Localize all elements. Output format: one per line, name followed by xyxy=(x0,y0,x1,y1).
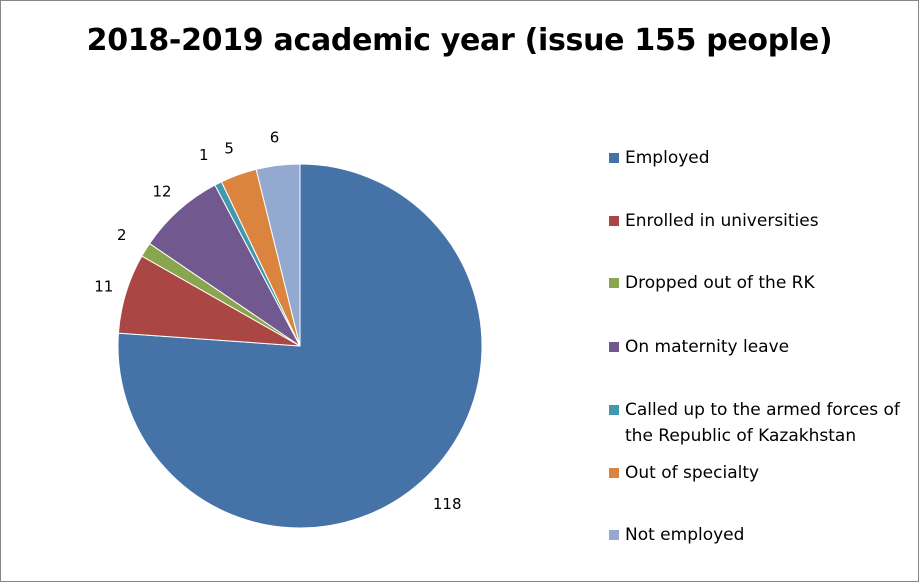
legend: Employed Enrolled in universities Dropped … xyxy=(609,1,909,581)
data-label-1: 118 xyxy=(433,495,462,513)
legend-swatch-1 xyxy=(609,153,619,163)
legend-label-7: Not employed xyxy=(625,525,745,545)
legend-swatch-4 xyxy=(609,342,619,352)
pie-data-labels: 118 11 2 12 1 5 6 xyxy=(94,129,461,513)
legend-item-5: Called up to the armed forces of the Rep… xyxy=(609,397,910,449)
legend-item-7: Not employed xyxy=(609,522,910,548)
data-label-4: 12 xyxy=(152,183,171,201)
data-label-3: 2 xyxy=(117,226,127,244)
legend-swatch-7 xyxy=(609,530,619,540)
legend-item-6: Out of specialty xyxy=(609,460,910,486)
legend-label-2: Enrolled in universities xyxy=(625,211,819,231)
legend-label-4: On maternity leave xyxy=(625,337,790,357)
data-label-5: 1 xyxy=(199,146,209,164)
legend-label-6: Out of specialty xyxy=(625,463,760,483)
data-label-6: 5 xyxy=(224,139,234,157)
legend-item-4: On maternity leave xyxy=(609,334,910,360)
data-label-7: 6 xyxy=(270,129,280,147)
legend-label-1: Employed xyxy=(625,148,710,168)
legend-item-1: Employed xyxy=(609,145,910,171)
legend-swatch-6 xyxy=(609,468,619,478)
pie-slice-1 xyxy=(117,163,483,529)
legend-swatch-2 xyxy=(609,216,619,226)
pie-slices xyxy=(117,163,483,529)
legend-label-3: Dropped out of the RK xyxy=(625,273,815,293)
legend-item-2: Enrolled in universities xyxy=(609,208,910,234)
legend-swatch-3 xyxy=(609,278,619,288)
data-label-2: 11 xyxy=(94,278,113,296)
legend-swatch-5 xyxy=(609,405,619,415)
legend-label-5: Called up to the armed forces of the Rep… xyxy=(625,400,900,446)
pie-slice-7 xyxy=(255,163,301,347)
chart-title: 2018-2019 academic year (issue 155 peopl… xyxy=(86,23,833,58)
legend-item-3: Dropped out of the RK xyxy=(609,270,910,296)
